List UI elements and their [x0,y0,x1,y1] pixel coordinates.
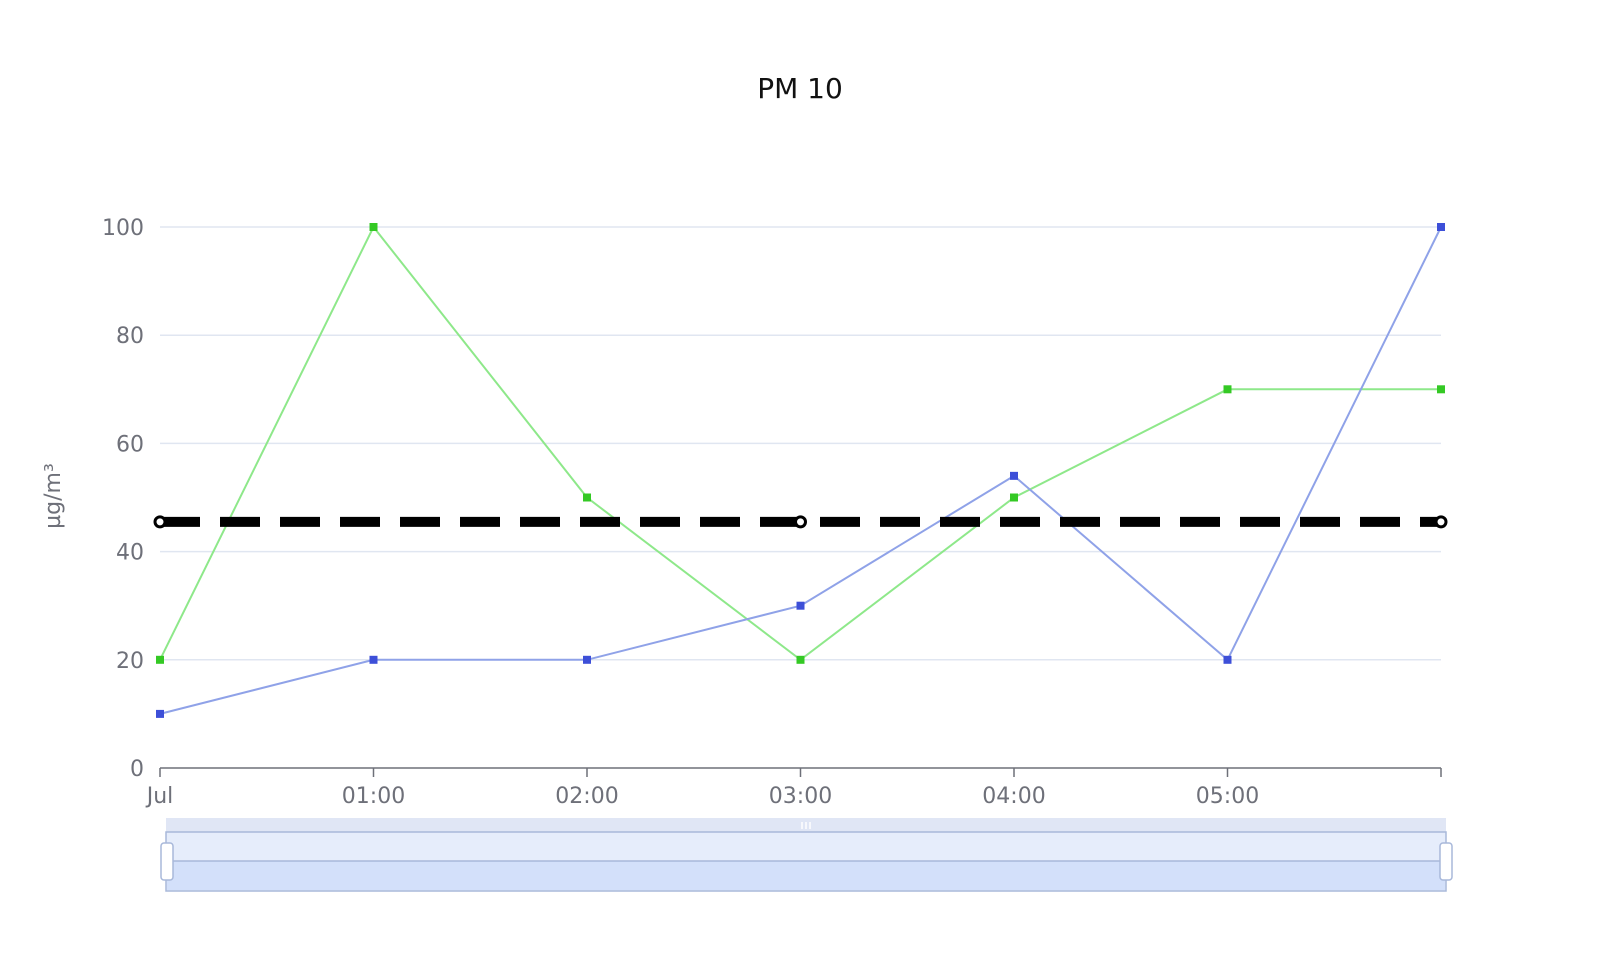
gridlines [160,226,1441,661]
series-2-point [156,709,164,718]
x-tick-label: 05:00 [1196,784,1259,809]
y-tick-label: 60 [116,432,144,457]
series-1-point [583,493,591,502]
y-tick-label: 100 [102,216,144,241]
chart-title: PM 10 [757,72,843,105]
series-2-line [159,226,1442,715]
data-zoom-preview-fill [167,861,1445,890]
x-tick-label: 03:00 [769,784,832,809]
series-2-point [369,655,378,664]
y-tick-label: 40 [116,541,144,566]
series-1-point [369,223,378,231]
series-lines [159,225,1442,715]
y-axis-title: µg/m³ [41,463,66,529]
series-1-point [796,655,805,664]
data-zoom-left-handle[interactable] [160,842,174,881]
series-2-point [1223,655,1232,664]
data-zoom-slider[interactable] [160,818,1453,892]
threshold-line [153,515,1448,529]
data-zoom-right-handle[interactable] [1439,842,1453,881]
x-tick-label: Jul [145,784,174,809]
threshold-marker [153,515,167,529]
x-tick-label: 04:00 [982,784,1045,809]
series-2-point [1010,471,1018,480]
series-2-point [1437,223,1445,231]
data-zoom-move-grip-icon[interactable] [801,822,811,829]
series-2-point [796,601,805,610]
threshold-marker [794,515,807,529]
series-1-point [1437,385,1445,394]
x-tick-label: 01:00 [342,784,405,809]
threshold-marker [1434,515,1448,529]
series-1-point [1010,493,1018,502]
y-tick-label: 0 [130,757,144,782]
x-tick-label: 02:00 [555,784,618,809]
data-points [156,223,1445,718]
series-2-point [583,655,591,664]
x-axis-ticks: Jul 01:00 02:00 03:00 04:00 05:00 [145,768,1442,809]
y-tick-label: 80 [116,324,144,349]
series-1-point [1223,385,1232,394]
y-axis-tick-labels: 0 20 40 60 80 100 [102,216,144,782]
y-tick-label: 20 [116,649,144,674]
series-1-point [156,655,164,664]
